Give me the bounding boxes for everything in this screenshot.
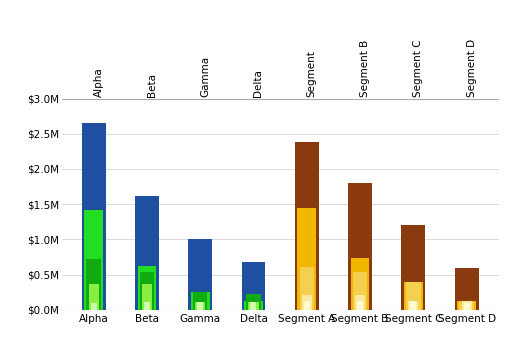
Bar bbox=[197, 302, 203, 310]
Bar bbox=[410, 301, 416, 310]
Bar bbox=[457, 301, 476, 310]
Bar bbox=[90, 303, 97, 310]
Bar bbox=[353, 272, 367, 310]
Bar bbox=[408, 301, 418, 310]
Bar bbox=[242, 262, 265, 310]
Bar bbox=[295, 142, 319, 310]
Bar bbox=[138, 266, 156, 310]
Bar bbox=[84, 210, 103, 310]
Bar bbox=[86, 259, 101, 310]
Bar bbox=[404, 282, 423, 310]
Bar bbox=[300, 267, 314, 310]
Bar bbox=[191, 292, 210, 310]
Bar bbox=[144, 302, 150, 310]
Bar bbox=[140, 272, 154, 310]
Bar bbox=[298, 208, 316, 310]
Bar bbox=[401, 225, 425, 310]
Bar bbox=[460, 302, 474, 310]
Bar bbox=[244, 301, 263, 310]
Bar bbox=[82, 123, 106, 310]
Bar bbox=[462, 301, 472, 310]
Bar bbox=[304, 301, 310, 310]
Bar bbox=[351, 258, 370, 310]
Bar bbox=[454, 268, 479, 310]
Bar bbox=[188, 239, 212, 310]
Bar bbox=[302, 295, 312, 310]
Bar bbox=[248, 302, 259, 310]
Bar bbox=[246, 294, 261, 310]
Bar bbox=[464, 303, 470, 310]
Bar bbox=[406, 282, 420, 310]
Bar bbox=[357, 301, 363, 310]
Bar bbox=[88, 284, 99, 310]
Bar bbox=[355, 295, 365, 310]
Bar bbox=[195, 302, 205, 310]
Bar bbox=[193, 292, 208, 310]
Bar bbox=[135, 196, 159, 310]
Bar bbox=[250, 302, 256, 310]
Bar bbox=[142, 284, 152, 310]
Bar bbox=[348, 183, 372, 310]
